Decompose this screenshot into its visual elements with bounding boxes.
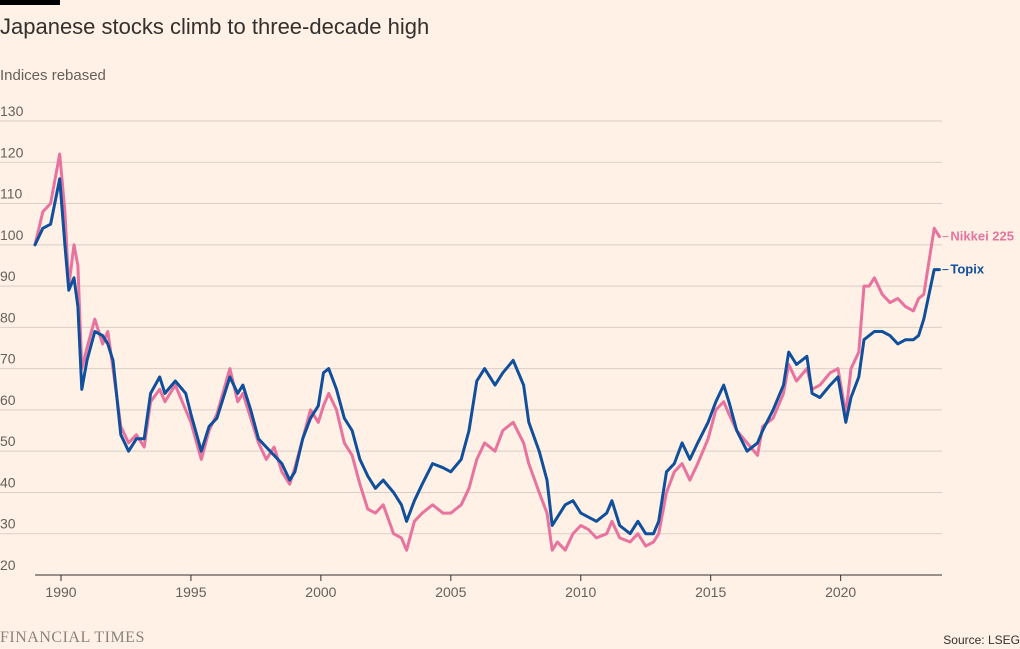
series-label-nikkei-225: Nikkei 225 [950,229,1014,244]
y-tick-label: 50 [0,433,16,449]
x-tick-label: 2005 [435,584,466,600]
gridlines [0,120,942,535]
chart-subtitle: Indices rebased [0,67,106,84]
ft-brand: FINANCIAL TIMES [0,629,145,646]
y-tick-label: 30 [0,516,16,532]
x-tick-label: 1995 [175,584,206,600]
ft-top-bar [0,0,60,5]
y-tick-label: 130 [0,103,24,119]
y-tick-label: 90 [0,268,16,284]
y-tick-label: 20 [0,557,16,573]
x-tick-label: 2015 [695,584,726,600]
source-note: Source: LSEG [943,633,1020,647]
series-lines [33,152,941,552]
x-tick-label: 1990 [45,584,76,600]
y-tick-label: 120 [0,144,24,160]
series-label-topix: Topix [950,262,984,277]
chart-title: Japanese stocks climb to three-decade hi… [0,14,430,39]
series-line-topix [33,177,941,536]
series-line-nikkei-225 [33,152,941,552]
y-tick-label: 80 [0,309,16,325]
x-tick-label: 2000 [305,584,336,600]
y-tick-label: 110 [0,186,23,202]
x-tick-label: 2010 [565,584,596,600]
x-tick-label: 2020 [825,584,856,600]
y-tick-label: 40 [0,474,16,490]
y-tick-label: 70 [0,351,16,367]
x-axis: 1990 1995 2000 2005 2010 2015 2020 [35,574,942,600]
series-labels: Nikkei 225 Topix [942,229,1014,277]
y-tick-label: 60 [0,392,16,408]
y-tick-label: 100 [0,227,24,243]
y-axis-ticks: 20 30 40 50 60 70 80 90 100 110 120 130 [0,103,24,573]
